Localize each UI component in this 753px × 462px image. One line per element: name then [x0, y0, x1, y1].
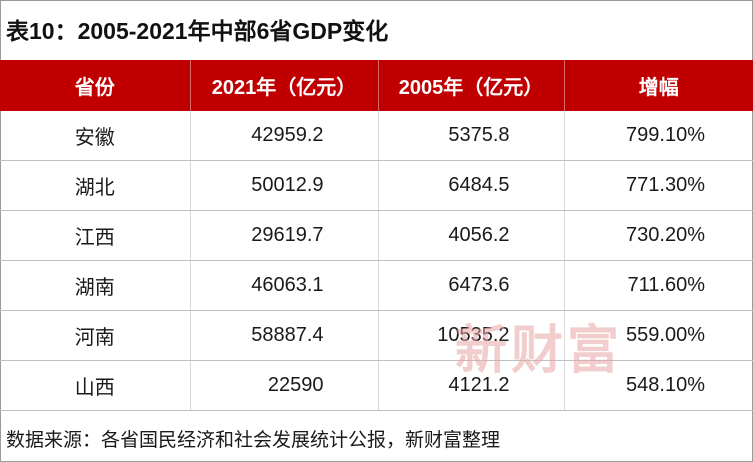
gdp-2021-cell: 22590	[190, 360, 379, 411]
table-row: 河南 58887.4 10535.2 559.00%	[0, 310, 753, 361]
gdp-2021-cell: 29619.7	[190, 210, 379, 261]
gdp-2021-cell: 46063.1	[190, 260, 379, 311]
gdp-2005-cell: 10535.2	[378, 310, 565, 361]
table-row: 山西 22590 4121.2 548.10%	[0, 360, 753, 411]
table-row: 江西 29619.7 4056.2 730.20%	[0, 210, 753, 261]
gdp-2021-cell: 58887.4	[190, 310, 379, 361]
growth-cell: 799.10%	[564, 111, 753, 161]
growth-cell: 771.30%	[564, 160, 753, 211]
table-row: 湖北 50012.9 6484.5 771.30%	[0, 160, 753, 211]
province-cell: 湖南	[0, 260, 191, 311]
table-row: 安徽 42959.2 5375.8 799.10%	[0, 111, 753, 161]
gdp-2005-cell: 4121.2	[378, 360, 565, 411]
province-cell: 江西	[0, 210, 191, 261]
province-cell: 河南	[0, 310, 191, 361]
header-gdp-2005: 2005年（亿元）	[378, 60, 565, 111]
header-gdp-2021: 2021年（亿元）	[190, 60, 379, 111]
growth-cell: 559.00%	[564, 310, 753, 361]
header-growth: 增幅	[564, 60, 753, 111]
province-cell: 山西	[0, 360, 191, 411]
gdp-2021-cell: 42959.2	[190, 111, 379, 161]
gdp-2005-cell: 6484.5	[378, 160, 565, 211]
gdp-table: 省份 2021年（亿元） 2005年（亿元） 增幅 安徽 42959.2 537…	[0, 60, 753, 411]
growth-cell: 711.60%	[564, 260, 753, 311]
header-province: 省份	[0, 60, 191, 111]
gdp-2005-cell: 6473.6	[378, 260, 565, 311]
gdp-2005-cell: 4056.2	[378, 210, 565, 261]
source-note: 数据来源：各省国民经济和社会发展统计公报，新财富整理	[6, 430, 501, 451]
province-cell: 湖北	[0, 160, 191, 211]
province-cell: 安徽	[0, 111, 191, 161]
header-row: 省份 2021年（亿元） 2005年（亿元） 增幅	[0, 60, 753, 111]
growth-cell: 548.10%	[564, 360, 753, 411]
gdp-2021-cell: 50012.9	[190, 160, 379, 211]
growth-cell: 730.20%	[564, 210, 753, 261]
gdp-2005-cell: 5375.8	[378, 111, 565, 161]
table-title: 表10：2005-2021年中部6省GDP变化	[6, 18, 389, 44]
table-row: 湖南 46063.1 6473.6 711.60%	[0, 260, 753, 311]
